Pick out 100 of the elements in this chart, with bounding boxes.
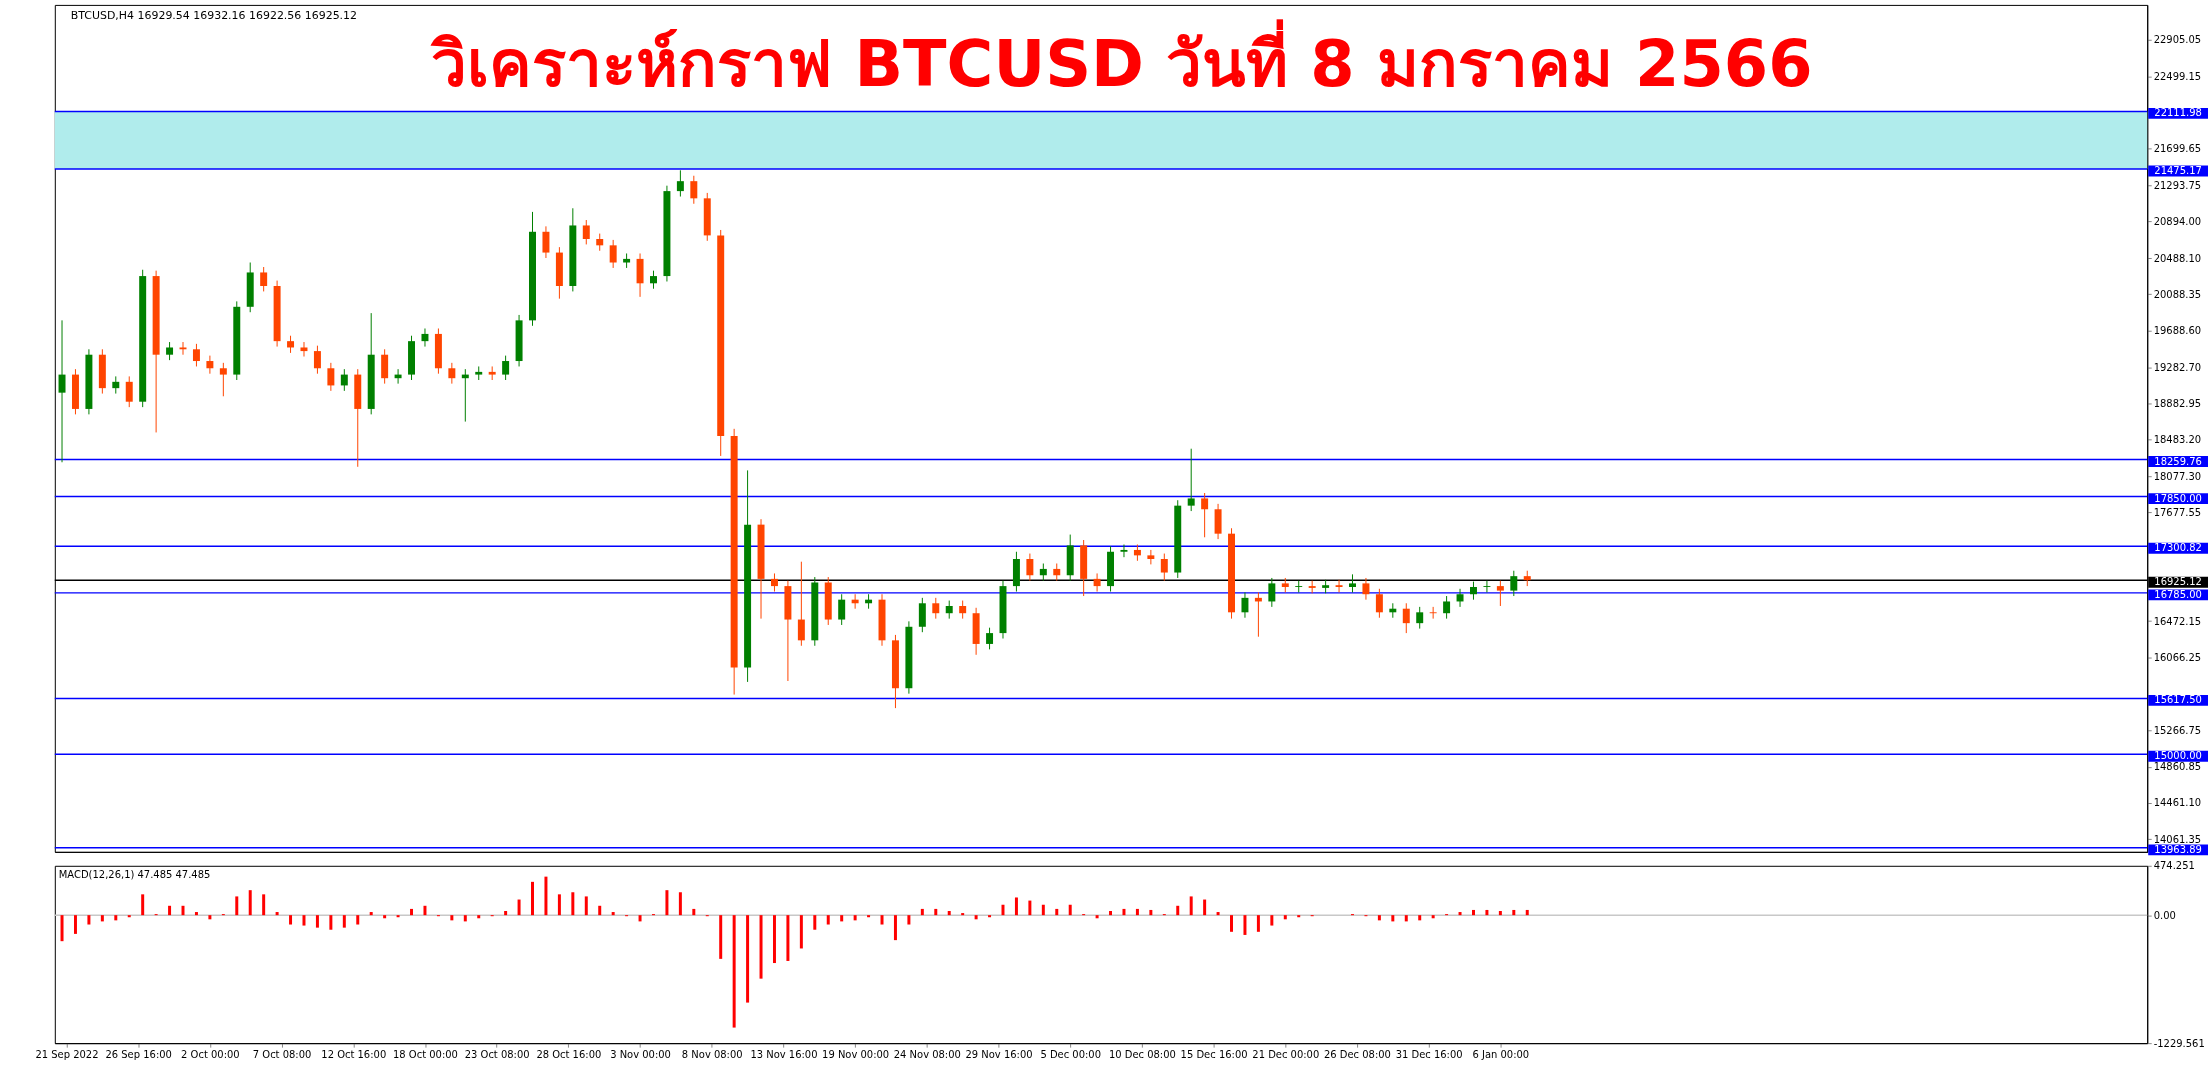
bar (194, 912, 198, 916)
bar (692, 908, 696, 916)
ref-line-label: 21475.17 (2154, 164, 2202, 176)
bar (127, 915, 131, 918)
bar (396, 915, 400, 918)
x-tick-label: 29 Nov 16:00 (965, 1048, 1033, 1060)
y-tick-label: 21699.65 (2153, 143, 2202, 155)
ref-line-label: 17300.82 (2154, 542, 2202, 554)
candlestick (1308, 580, 1316, 594)
bar (638, 915, 642, 922)
y-tick-label: 16472.15 (2153, 615, 2202, 627)
bar (759, 915, 763, 979)
y-tick-label: 18483.20 (2153, 433, 2202, 445)
bar (1391, 915, 1395, 922)
bar (1485, 909, 1489, 916)
x-tick-label: 26 Sep 16:00 (105, 1048, 172, 1060)
candlestick (166, 341, 174, 361)
bar (383, 915, 387, 919)
bar (598, 905, 602, 916)
y-tick-label: 14061.35 (2153, 833, 2202, 845)
x-tick-label: 21 Sep 2022 (35, 1048, 99, 1060)
bar (1109, 910, 1113, 916)
x-tick-label: 26 Dec 08:00 (1324, 1048, 1391, 1060)
bar (1028, 900, 1032, 916)
x-tick-label: 31 Dec 16:00 (1395, 1048, 1463, 1060)
candlestick (475, 365, 483, 381)
x-tick-label: 12 Oct 16:00 (321, 1048, 387, 1060)
bar (60, 915, 64, 942)
bar (557, 894, 561, 916)
bar (342, 915, 346, 928)
bar (584, 896, 588, 916)
ref-line-label: 15000.00 (2154, 750, 2202, 762)
candlestick (1295, 580, 1303, 593)
bar (571, 892, 575, 916)
bar (114, 915, 118, 921)
candlestick (1322, 579, 1330, 594)
bar (410, 908, 414, 916)
ref-line-label: 17850.00 (2154, 492, 2202, 504)
bar (813, 915, 817, 930)
candlestick (1187, 448, 1195, 512)
bar (315, 915, 319, 928)
bar (1176, 905, 1180, 916)
x-tick-label: 24 Nov 08:00 (893, 1048, 961, 1060)
y-tick-label: 22905.05 (2153, 34, 2202, 46)
bar (208, 915, 212, 920)
bar (168, 905, 172, 916)
y-tick-label: 18077.30 (2153, 470, 2202, 482)
y-tick-label: 14860.85 (2153, 761, 2202, 773)
bar (1377, 915, 1381, 921)
bar (544, 876, 548, 916)
bar (302, 915, 306, 926)
bar (746, 915, 750, 1003)
bar (477, 915, 481, 919)
y-tick-label: 22499.15 (2153, 70, 2202, 82)
ref-line-label: 15617.50 (2154, 694, 2202, 706)
bar (1297, 915, 1301, 918)
bar (1149, 909, 1153, 916)
y-tick-label: 19282.70 (2153, 361, 2202, 373)
bar (772, 915, 776, 964)
bar (463, 915, 467, 922)
x-tick-label: 23 Oct 08:00 (464, 1048, 530, 1060)
bar (1243, 915, 1247, 935)
bar (611, 912, 615, 916)
bar (853, 915, 857, 921)
bar (1418, 915, 1422, 921)
bar (423, 905, 427, 916)
x-tick-label: 3 Nov 00:00 (610, 1048, 671, 1060)
y-tick-label: 19688.60 (2153, 324, 2202, 336)
x-tick-label: 10 Dec 08:00 (1108, 1048, 1176, 1060)
x-tick-label: 19 Nov 00:00 (822, 1048, 890, 1060)
bar (1270, 915, 1274, 926)
bar (1216, 912, 1220, 916)
bar (920, 908, 924, 916)
bar (1041, 904, 1045, 916)
bar (786, 915, 790, 961)
bar (1014, 897, 1018, 916)
bar (369, 912, 373, 916)
bar (87, 915, 91, 925)
bar (732, 915, 736, 1028)
y-tick-label: 18882.95 (2153, 397, 2202, 409)
bar (1095, 915, 1099, 919)
bar (665, 890, 669, 916)
chart-title: MACD(12,26,1) 47.485 47.485 (58, 868, 211, 880)
ref-line-label: 18259.76 (2154, 455, 2202, 467)
bar (248, 890, 252, 916)
bar (961, 913, 965, 916)
y-tick-label: 474.251 (2153, 860, 2195, 872)
y-tick-label: 17677.55 (2153, 506, 2202, 518)
ref-line-label: 16785.00 (2154, 588, 2202, 600)
y-tick-label: -1229.561 (2153, 1037, 2205, 1049)
bar (73, 915, 77, 934)
bar (907, 915, 911, 925)
ref-line-label: 22111.98 (2154, 107, 2202, 119)
bar (100, 915, 104, 922)
candlestick (488, 365, 496, 381)
bar (275, 912, 279, 916)
candlestick (623, 252, 631, 269)
bar (1203, 899, 1207, 916)
bar (1283, 915, 1287, 920)
bar (1068, 904, 1072, 916)
